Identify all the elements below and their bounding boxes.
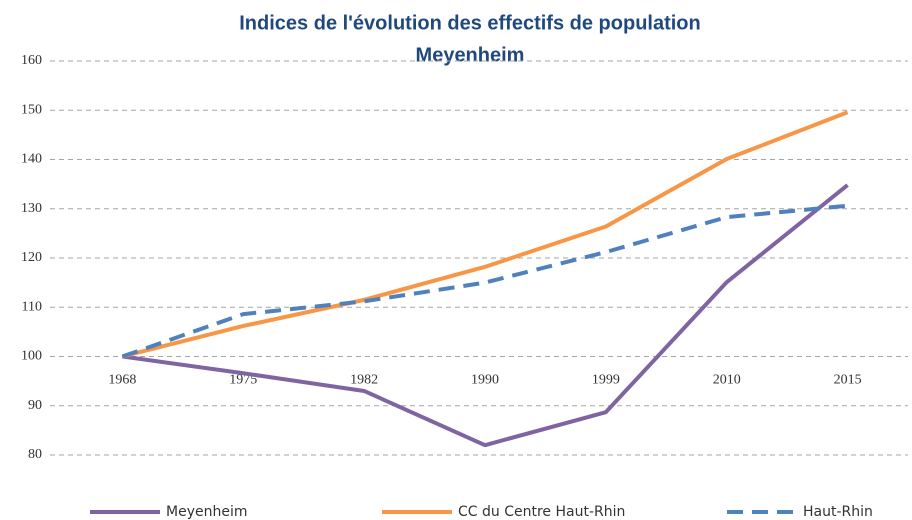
x-tick-label: 1990 xyxy=(471,373,499,388)
series-line xyxy=(121,110,849,359)
y-tick-label: 90 xyxy=(28,398,42,413)
y-tick-label: 120 xyxy=(21,250,42,265)
x-tick-label: 1975 xyxy=(229,373,257,388)
series-line xyxy=(122,183,849,448)
legend-label: CC du Centre Haut-Rhin xyxy=(458,504,625,520)
legend-label: Meyenheim xyxy=(166,504,247,520)
x-tick-label: 2015 xyxy=(834,373,862,388)
series-line xyxy=(121,203,848,359)
y-tick-label: 110 xyxy=(22,299,42,314)
x-tick-label: 1968 xyxy=(108,373,136,388)
y-tick-label: 100 xyxy=(21,349,42,364)
legend-label: Haut-Rhin xyxy=(803,504,873,520)
y-tick-label: 130 xyxy=(21,201,42,216)
chart-title: Indices de l'évolution des effectifs de … xyxy=(239,12,700,34)
x-tick-label: 1982 xyxy=(350,373,378,388)
chart-subtitle: Meyenheim xyxy=(416,44,525,66)
y-tick-label: 150 xyxy=(21,102,42,117)
y-tick-label: 140 xyxy=(21,152,42,167)
y-tick-label: 80 xyxy=(28,447,42,462)
x-tick-label: 1999 xyxy=(592,373,620,388)
x-tick-label: 2010 xyxy=(713,373,741,388)
y-tick-label: 160 xyxy=(21,53,42,68)
